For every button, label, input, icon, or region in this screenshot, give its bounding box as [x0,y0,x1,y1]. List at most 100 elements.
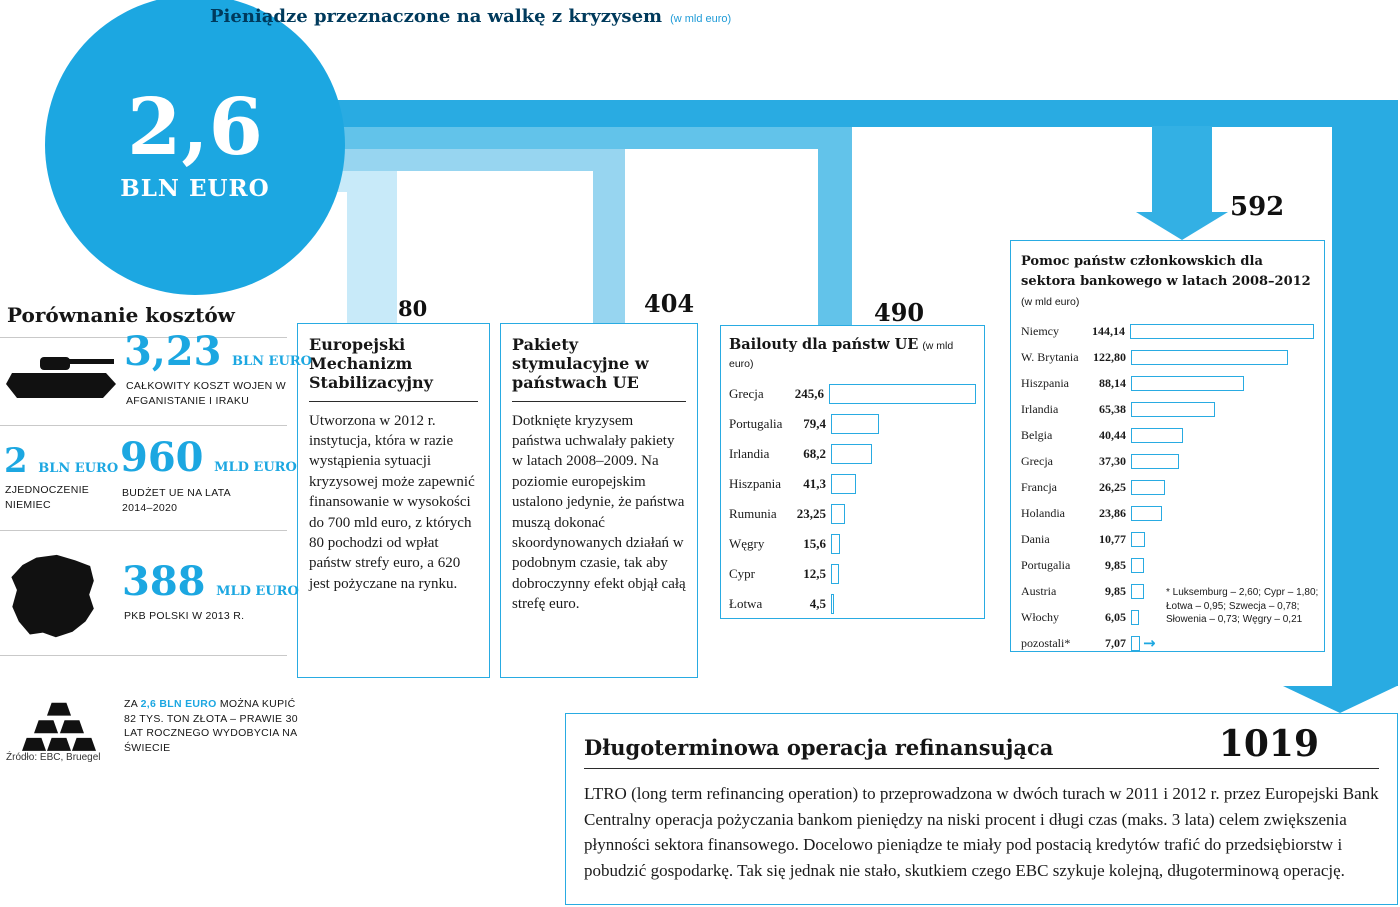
bailouts-title: Bailouty dla państw UE [729,336,919,353]
chart-row: Niemcy 144,14 [1021,318,1314,344]
bar [829,384,976,404]
bar-country-label: Niemcy [1021,323,1059,338]
stimulus-title: Pakiety stymulacyjne w państwach UE [512,335,686,402]
comparison-header: Porównanie kosztów [7,303,235,327]
bar [1131,427,1183,443]
chart-row: Hiszpania 41,3 [729,469,976,499]
amount-ltro: 1019 [1218,723,1319,765]
bar-country-label: Francja [1021,479,1057,494]
bar [1130,323,1314,339]
chart-row: Węgry 15,6 [729,529,976,559]
bar [1131,375,1244,391]
bank-aid-chart: Niemcy 144,14 W. Brytania 122,80 Hiszpania 88… [1021,318,1314,656]
gold-note-prefix: ZA [124,698,141,710]
chart-row: Portugalia 79,4 [729,409,976,439]
bar-value-label: 88,14 [1099,375,1126,390]
poland-map-icon [6,553,102,646]
chart-row: Irlandia 68,2 [729,439,976,469]
ltro-body: LTRO (long term refinancing operation) t… [584,784,1379,880]
bar-value-label: 23,86 [1099,505,1126,520]
tank-icon [6,344,116,407]
chart-row: Holandia 23,86 [1021,500,1314,526]
flow-drop-bailouts [818,148,852,325]
germany-unit: BLN EURO [38,461,119,476]
bar [1131,531,1145,547]
bar-value-label: 4,5 [809,596,826,611]
bar-value-label: 6,05 [1105,609,1126,624]
bar [831,414,879,434]
eu-budget-label: BUDŻET UE NA LATA 2014–2020 [122,487,231,514]
germany-value: 2 BLN EURO [4,444,118,478]
total-value: 2,6 [127,81,263,173]
chart-row: pozostali* 7,07 → [1021,630,1314,656]
bar-country-label: Włochy [1021,609,1059,624]
flow-band-stimulus [300,149,625,171]
bar-value-label: 26,25 [1099,479,1126,494]
amount-stimulus: 404 [644,289,695,318]
bar-country-label: Łotwa [729,596,763,611]
chart-row: W. Brytania 122,80 [1021,344,1314,370]
bar-country-label: Hiszpania [1021,375,1069,390]
amount-bank-aid: 592 [1230,192,1285,222]
bar-value-label: 15,6 [803,536,826,551]
bar-value-label: 245,6 [794,386,824,401]
page-title-unit: (w mld euro) [670,13,732,25]
bar-country-label: Irlandia [729,446,770,461]
arrowhead-ltro-icon [1283,686,1397,713]
bank-aid-box: Pomoc państw członkowskich dla sektora b… [1010,240,1325,652]
eu-budget-unit: MLD EURO [214,460,297,475]
bar-value-label: 9,85 [1105,583,1126,598]
bar-country-label: Portugalia [1021,557,1071,572]
flow-band-bailouts [300,127,852,149]
footnote-arrow-icon: → [1143,634,1156,652]
bar [1131,479,1165,495]
divider [0,530,287,531]
bank-aid-footnote: * Luksemburg – 2,60; Cypr – 1,80; Łotwa … [1166,587,1319,625]
war-cost-unit: BLN EURO [232,354,312,369]
bar-value-label: 23,25 [796,506,826,521]
bar-value-label: 7,07 [1105,635,1126,650]
bar-value-label: 68,2 [803,446,826,461]
arrowhead-bank-aid-icon [1136,212,1228,240]
amount-esm: 80 [398,296,428,321]
flow-drop-esm [347,191,397,323]
bar-country-label: Dania [1021,531,1050,546]
chart-row: Grecja 245,6 [729,379,976,409]
bar-country-label: Grecja [729,386,764,401]
chart-row: Austria 9,85 [1021,578,1314,604]
bar [1131,583,1144,599]
bank-aid-title: Pomoc państw członkowskich dla sektora b… [1021,254,1311,289]
poland-gdp-value: 388 MLD EURO [122,562,299,602]
amount-bailouts: 490 [874,298,925,327]
poland-gdp-number: 388 [122,558,206,605]
bar-country-label: Węgry [729,536,765,551]
bar-value-label: 12,5 [803,566,826,581]
bar-value-label: 79,4 [803,416,826,431]
gold-note-highlight: 2,6 BLN EURO [140,698,217,710]
bar-country-label: Cypr [729,566,755,581]
bar [831,534,840,554]
bar-value-label: 37,30 [1099,453,1126,468]
bar-value-label: 144,14 [1092,323,1125,338]
stimulus-body: Dotknięte kryzysem państwa uchwalały pak… [512,412,686,613]
bar-country-label: W. Brytania [1021,349,1079,364]
bar [831,444,872,464]
bar-value-label: 40,44 [1099,427,1126,442]
eu-budget-value: 960 MLD EURO [120,438,297,478]
chart-row: Portugalia 9,85 [1021,552,1314,578]
eu-budget-number: 960 [120,434,204,481]
germany-number: 2 [4,441,28,481]
poland-gdp-label: PKB POLSKI W 2013 R. [124,610,245,622]
flow-drop-bank-aid [1152,126,1212,212]
bar [831,504,845,524]
bar [831,474,856,494]
ltro-box: Długoterminowa operacja refinansująca 10… [565,713,1398,905]
divider [0,655,287,656]
gold-bars-icon [22,695,96,758]
chart-row: Dania 10,77 [1021,526,1314,552]
divider [0,425,287,426]
bar-country-label: Grecja [1021,453,1053,468]
bar [1131,349,1288,365]
bank-aid-unit: (w mld euro) [1021,296,1080,308]
